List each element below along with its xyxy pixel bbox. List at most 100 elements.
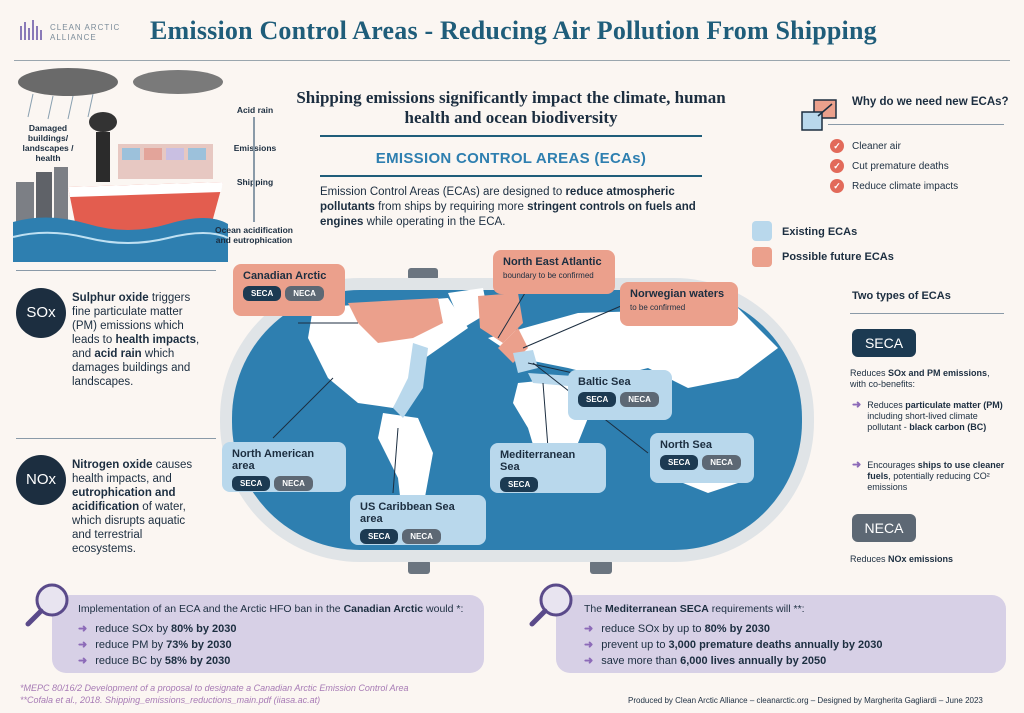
region-north-east-atlantic: North East Atlantic boundary to be confi… [493,250,615,294]
nox-name: Nitrogen oxide [72,459,153,471]
impact-line: ➜ reduce PM by 73% by 2030 [78,638,236,652]
seca-badge: SECA [852,329,916,357]
why-item: ✓ Cut premature deaths [830,159,949,173]
sox-name: Sulphur oxide [72,292,149,304]
canadian-arctic-list: ➜ reduce SOx by 80% by 2030 ➜ reduce PM by… [78,622,236,670]
neca-pill: NECA [620,392,659,407]
magnifier-svg [25,583,69,627]
sox-badge: SOx [16,288,66,338]
seca-desc-1: Reduces [850,368,889,378]
intro-text-3: while operating in the ECA. [363,216,506,228]
legend-future-swatch [752,247,772,267]
seca-desc-2: , with co-benefits: [850,368,990,389]
nox-text: Nitrogen oxide causes health impacts, an… [72,458,202,556]
intro-paragraph: Emission Control Areas (ECAs) are design… [320,185,710,230]
seca-pill: SECA [578,392,617,407]
arrow-right-icon: ➜ [78,639,88,651]
why-item: ✓ Reduce climate impacts [830,179,958,193]
check-icon: ✓ [830,159,844,173]
nox-badge: NOx [16,455,66,505]
types-divider [850,313,1004,314]
label-ocean: Ocean acidification and eutrophication [215,225,293,245]
divider-top [320,135,702,137]
divider-bottom [320,175,702,177]
br-intro-2: requirements will **: [708,603,805,615]
intro-text-1: Emission Control Areas (ECAs) are design… [320,186,566,198]
line-text: save more than [601,654,681,667]
gas-divider [16,438,216,439]
impact-line: ➜ prevent up to 3,000 premature deaths an… [584,638,883,652]
logo-icon [20,20,42,40]
mediterranean-intro: The Mediterranean SECA requirements will… [584,603,805,615]
neca-desc-1: Reduces [850,554,889,564]
sox-b2: acid rain [94,348,142,360]
sox-t1: triggers fine particulate matter (PM) em… [72,292,191,346]
region-pills: SECA NECA [568,392,672,407]
b1-bold-2: black carbon (BC) [909,422,987,432]
gas-divider [16,270,216,271]
nox-t1: causes health impacts, and [72,459,193,485]
seca-desc-bold: SOx and PM emissions [888,368,988,378]
page-title: Emission Control Areas - Reducing Air Po… [150,16,877,45]
br-intro-1: The [584,603,606,615]
region-name: North American area [232,448,315,472]
region-pills: SECA NECA [233,286,345,301]
b1-bold-1: particulate matter (PM) [905,400,1003,410]
arrow-right-icon: ➜ [852,399,862,411]
neca-desc: Reduces NOx emissions [850,554,953,565]
porthole-map-icon [220,268,814,574]
arrow-right-icon: ➜ [584,639,594,651]
b1-text-1: Reduces [867,400,906,410]
ship-illustration [8,62,298,262]
world-map [218,268,816,578]
sox-t2: , and [72,334,200,360]
header-divider [14,60,1010,61]
region-north-sea: North Sea SECA NECA [650,433,754,483]
neca-pill: NECA [285,286,324,301]
region-sub: to be confirmed [630,303,686,312]
why-item-label: Cut premature deaths [852,160,949,172]
region-name: Norwegian waters [630,288,725,300]
why-item-label: Reduce climate impacts [852,180,959,192]
why-title: Why do we need new ECAs? [852,96,1009,108]
line-text: reduce BC by [95,654,165,667]
bl-intro-bold: Canadian Arctic [343,603,424,615]
line-bold: 3,000 premature deaths annually by 2030 [668,638,883,651]
nox-b1: eutrophication and acidification [72,487,176,513]
neca-pill: NECA [402,529,441,544]
logo-line1: CLEAN ARCTIC [50,23,121,32]
bl-intro-2: would *: [423,603,464,615]
region-north-american: North American area SECA NECA [222,442,346,492]
region-norwegian: Norwegian waters to be confirmed [620,282,738,326]
line-bold: 80% by 2030 [171,622,237,635]
nox-t2: of water, which disrupts aquatic and ter… [72,501,186,555]
canadian-arctic-impact-box [52,595,484,673]
legend-existing-swatch [752,221,772,241]
why-icon [800,98,840,134]
why-item-label: Cleaner air [852,140,901,152]
check-icon: ✓ [830,139,844,153]
impact-line: ➜ save more than 6,000 lives annually by … [584,654,883,668]
arrow-right-icon: ➜ [584,655,594,667]
region-pills: SECA NECA [350,529,486,544]
b2-text-1: Encourages [867,460,918,470]
impact-line: ➜ reduce BC by 58% by 2030 [78,654,236,668]
why-item: ✓ Cleaner air [830,139,901,153]
b1-text-2: including short-lived climate pollutant … [867,411,978,432]
impact-line: ➜ reduce SOx by 80% by 2030 [78,622,237,636]
region-pills: SECA NECA [650,455,754,470]
line-bold: 58% by 2030 [164,654,231,667]
arrow-right-icon: ➜ [584,623,594,635]
magnifier-icon [526,580,576,630]
reference-1: *MEPC 80/16/2 Development of a proposal … [20,683,409,693]
br-intro-bold: Mediterranean SECA [605,603,709,615]
mediterranean-list: ➜ reduce SOx by up to 80% by 2030 ➜ preven… [584,622,883,670]
region-name: Baltic Sea [578,376,631,388]
sox-b1: health impacts [115,334,197,346]
region-name: US Caribbean Sea area [360,501,455,525]
legend-future-label: Possible future ECAs [782,251,894,263]
intro-bold-1: reduce atmospheric pollutants [320,186,675,213]
sox-text: Sulphur oxide triggers fine particulate … [72,291,202,389]
logo [18,18,46,44]
intro-bold-2: stringent controls on fuels and engines [320,201,696,228]
